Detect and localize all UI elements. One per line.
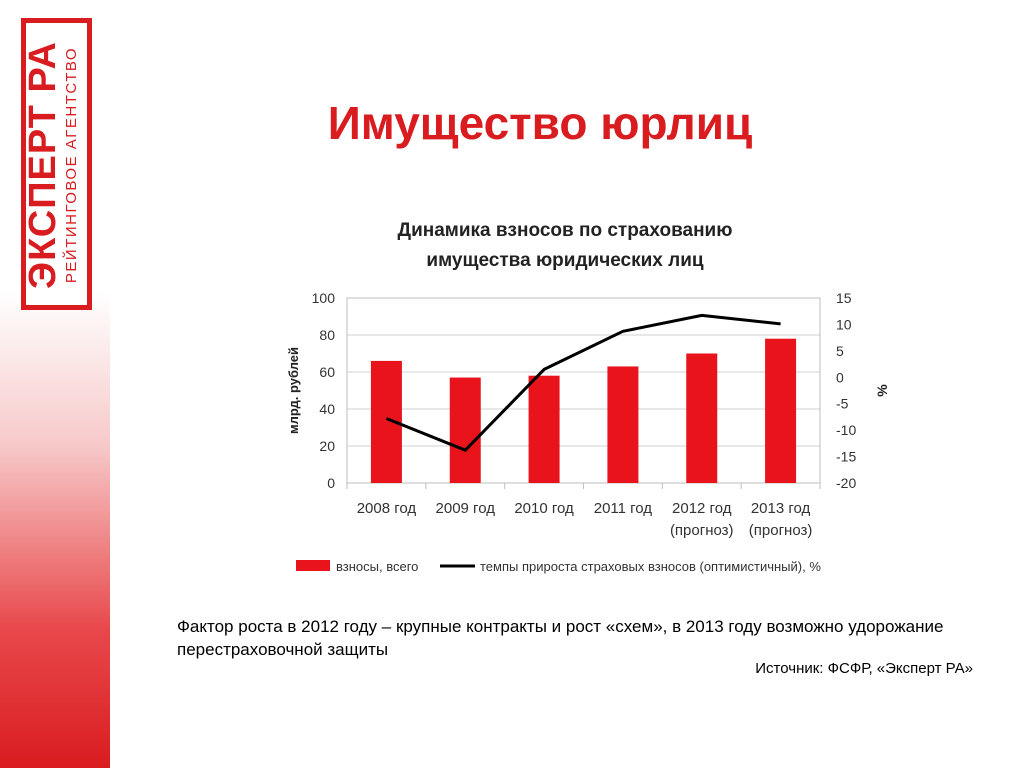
- legend-bar-label: взносы, всего: [336, 559, 418, 574]
- bar-4: [607, 366, 639, 483]
- x-tick-label: 2010 год: [514, 500, 574, 517]
- slide-title: Имущество юрлиц: [327, 97, 753, 149]
- x-tick-label: 2009 год: [436, 500, 496, 517]
- y2-axis-title: %: [874, 384, 890, 397]
- x-tick-label: 2012 год: [672, 500, 732, 517]
- premiums-chart: Динамика взносов по страхованию имущества…: [286, 220, 890, 574]
- y2-tick-label: 10: [836, 316, 852, 332]
- bar-3: [528, 375, 560, 483]
- growth-factor-note: Фактор роста в 2012 году – крупные контр…: [177, 617, 944, 659]
- source-note: Источник: ФСФР, «Эксперт РА»: [755, 660, 973, 677]
- y2-tick-label: 0: [836, 369, 844, 385]
- chart-title-line: имущества юридических лиц: [426, 250, 703, 271]
- y-tick-label: 100: [312, 290, 336, 306]
- x-tick-label: 2013 год: [751, 500, 811, 517]
- plot-frame: [346, 297, 821, 484]
- y2-tick-label: -20: [836, 475, 856, 491]
- bar-5: [686, 353, 718, 483]
- y2-tick-label: 15: [836, 290, 852, 306]
- bar-2: [449, 377, 481, 483]
- expert-ra-logo: ЭКСПЕРТ РА РЕЙТИНГОВОЕ АГЕНТСТВО: [21, 18, 92, 310]
- logo-inner: [26, 23, 87, 305]
- x-tick-label: (прогноз): [670, 522, 734, 539]
- logo-main-text: ЭКСПЕРТ РА: [22, 41, 64, 289]
- y-tick-label: 60: [319, 364, 335, 380]
- legend-bar-swatch: [296, 560, 330, 571]
- y-tick-label: 0: [327, 475, 335, 491]
- y2-tick-label: -10: [836, 422, 856, 438]
- y2-tick-label: 5: [836, 343, 844, 359]
- x-tick-label: 2008 год: [357, 500, 417, 517]
- bar-6: [765, 338, 797, 483]
- growth-rate-line: [385, 313, 781, 452]
- y-tick-label: 20: [319, 438, 335, 454]
- legend-line-label: темпы прироста страховых взносов (оптими…: [480, 559, 821, 574]
- x-tick-label: 2011 год: [594, 500, 653, 517]
- y-axis-title: млрд. рублей: [286, 347, 301, 434]
- logo-sub-text: РЕЙТИНГОВОЕ АГЕНТСТВО: [63, 46, 80, 284]
- y2-tick-label: -15: [836, 449, 856, 465]
- y2-tick-label: -5: [836, 396, 849, 412]
- y-tick-label: 40: [319, 401, 335, 417]
- y-tick-label: 80: [319, 327, 335, 343]
- chart-title-line: Динамика взносов по страхованию: [398, 220, 733, 241]
- x-tick-label: (прогноз): [749, 522, 813, 539]
